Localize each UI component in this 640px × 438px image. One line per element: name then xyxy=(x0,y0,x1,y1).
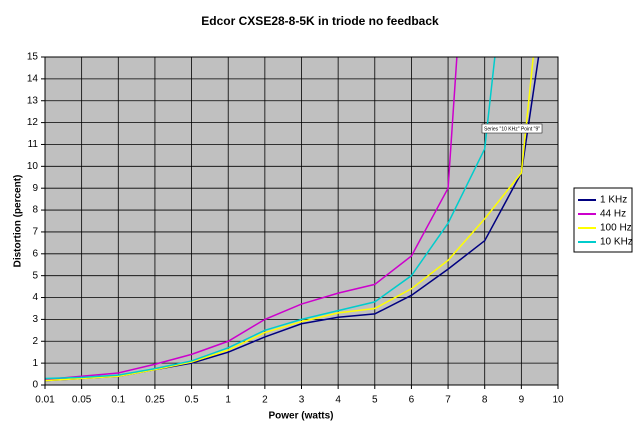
annotation-box xyxy=(481,123,543,134)
x-tick-label: 4 xyxy=(335,395,341,406)
x-tick-label: 8 xyxy=(482,395,488,406)
series-line xyxy=(45,57,535,382)
legend-label: 44 Hz xyxy=(600,209,626,220)
y-tick-label: 15 xyxy=(27,52,39,63)
y-tick-label: 1 xyxy=(32,358,38,369)
x-tick-label: 6 xyxy=(409,395,415,406)
legend-label: 1 KHz xyxy=(600,195,627,206)
y-tick-label: 12 xyxy=(27,117,39,128)
chart-title: Edcor CXSE28-8-5K in triode no feedback xyxy=(201,14,439,28)
legend-label: 100 Hz xyxy=(600,223,632,234)
x-tick-label: 7 xyxy=(445,395,451,406)
legend-label: 10 KHz xyxy=(600,237,633,248)
y-tick-label: 8 xyxy=(32,205,38,216)
x-tick-label: 10 xyxy=(552,395,564,406)
x-tick-label: 0.05 xyxy=(72,395,92,406)
x-tick-label: 9 xyxy=(519,395,525,406)
y-tick-label: 10 xyxy=(27,161,39,172)
series-line xyxy=(45,57,458,381)
series-line xyxy=(45,57,496,380)
y-tick-label: 5 xyxy=(32,270,38,281)
y-tick-label: 11 xyxy=(28,139,39,150)
y-tick-label: 3 xyxy=(32,314,38,325)
x-axis-title: Power (watts) xyxy=(268,411,333,422)
x-tick-label: 0.5 xyxy=(185,395,199,406)
x-tick-label: 1 xyxy=(225,395,231,406)
y-tick-label: 13 xyxy=(27,95,39,106)
lines xyxy=(45,57,540,382)
y-axis-title: Distortion (percent) xyxy=(13,175,24,268)
x-tick-label: 5 xyxy=(372,395,378,406)
y-tick-label: 7 xyxy=(32,227,38,238)
y-tick-label: 0 xyxy=(32,380,38,391)
y-tick-label: 9 xyxy=(32,183,38,194)
y-tick-label: 2 xyxy=(32,336,38,347)
y-tick-label: 6 xyxy=(32,248,38,259)
x-tick-label: 0.1 xyxy=(111,395,125,406)
x-tick-label: 3 xyxy=(299,395,305,406)
annotation: Series "10 KHz" Point "9" xyxy=(484,126,540,132)
x-tick-label: 2 xyxy=(262,395,268,406)
y-tick-label: 4 xyxy=(32,292,38,303)
y-tick-label: 14 xyxy=(27,74,39,85)
x-tick-label: 0.01 xyxy=(35,395,55,406)
x-tick-label: 0.25 xyxy=(145,395,165,406)
